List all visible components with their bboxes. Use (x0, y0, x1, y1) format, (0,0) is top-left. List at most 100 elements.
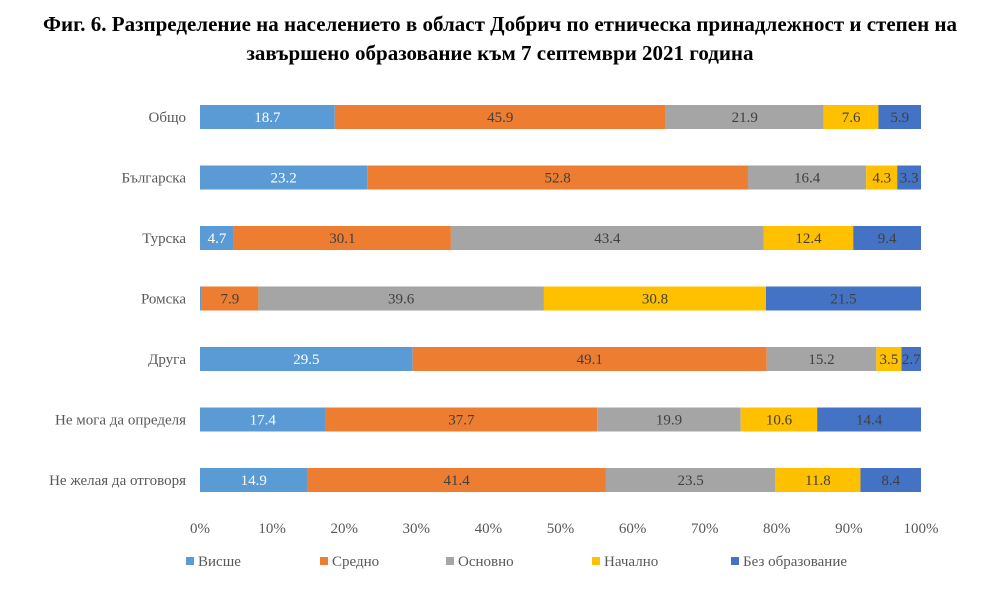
data-label: 45.9 (487, 110, 513, 126)
data-label: 30.8 (642, 292, 668, 308)
data-label: 19.9 (656, 413, 682, 429)
bar-segment-начално (775, 468, 861, 492)
x-tick-label: 20% (330, 521, 358, 537)
bar-segment-висше (200, 226, 234, 250)
bar-segment-основно (605, 468, 776, 492)
legend-label: Висше (198, 554, 241, 570)
data-label: 3.3 (900, 171, 919, 187)
data-label: 9.4 (878, 231, 897, 247)
category-label: Не желая да отговоря (49, 473, 186, 489)
bar-segment-средно (233, 226, 451, 250)
x-tick-label: 70% (691, 521, 719, 537)
category-label: Общо (148, 110, 186, 126)
chart-title: Фиг. 6. Разпределение на населението в о… (0, 10, 1000, 68)
data-label: 3.5 (880, 352, 899, 368)
bar-segment-средно (367, 165, 748, 190)
bar-segment-средно (325, 407, 598, 432)
legend-swatch-начално (592, 557, 600, 565)
data-label: 23.5 (678, 473, 704, 489)
bar-segment-висше (200, 468, 308, 492)
bar-segment-висше (200, 347, 413, 371)
bar-segment-основно (747, 165, 867, 190)
data-label: 41.4 (444, 473, 471, 489)
category-label: Не мога да определя (55, 413, 186, 429)
data-label: 4.7 (208, 231, 227, 247)
x-tick-label: 60% (619, 521, 647, 537)
bar-segment-без-образование (901, 347, 921, 371)
data-label: 30.1 (329, 231, 355, 247)
data-label: 43.4 (594, 231, 621, 247)
data-label: 52.8 (544, 171, 570, 187)
chart-title-line2: завършено образование към 7 септември 20… (246, 41, 754, 65)
legend-label: Средно (332, 554, 379, 570)
legend-label: Основно (458, 554, 514, 570)
x-tick-label: 30% (403, 521, 431, 537)
data-label: 37.7 (448, 413, 475, 429)
data-label: 29.5 (293, 352, 319, 368)
data-label: 21.9 (732, 110, 758, 126)
x-tick-label: 90% (835, 521, 863, 537)
bar-segment-начално (740, 407, 818, 432)
bar-segment-начално (823, 105, 879, 129)
category-label: Българска (121, 171, 186, 187)
x-tick-label: 40% (475, 521, 503, 537)
data-label: 11.8 (805, 473, 831, 489)
bar-segment-без-образование (817, 407, 921, 432)
bar-segment-без-образование (860, 468, 921, 492)
data-label: 14.4 (856, 413, 883, 429)
x-tick-label: 10% (258, 521, 286, 537)
legend-label: Начално (604, 554, 658, 570)
bar-segment-основно (450, 226, 764, 250)
data-label: 17.4 (250, 413, 277, 429)
data-label: 14.9 (241, 473, 267, 489)
bar-segment-висше (200, 286, 202, 311)
data-label: 23.2 (271, 171, 297, 187)
data-label: 2.7 (902, 352, 921, 368)
data-label: 10.6 (766, 413, 793, 429)
legend-swatch-висше (186, 557, 194, 565)
bar-segment-начално (543, 286, 766, 311)
legend-label: Без образование (743, 554, 847, 570)
data-label: 21.5 (830, 292, 856, 308)
data-label: 7.9 (221, 292, 240, 308)
category-label: Ромска (141, 292, 186, 308)
category-label: Друга (148, 352, 186, 368)
x-tick-label: 50% (547, 521, 575, 537)
category-label: Турска (142, 231, 186, 247)
bar-segment-основно (766, 347, 877, 371)
bar-segment-без-образование (853, 226, 921, 250)
data-label: 15.2 (808, 352, 834, 368)
bar-segment-висше (200, 105, 335, 129)
legend-swatch-без-образование (731, 557, 739, 565)
data-label: 12.4 (795, 231, 822, 247)
bar-segment-начално (763, 226, 854, 250)
bar-segment-висше (200, 407, 326, 432)
bar-segment-начално (876, 347, 902, 371)
x-tick-label: 80% (763, 521, 791, 537)
bar-segment-средно (307, 468, 606, 492)
x-tick-label: 100% (904, 521, 939, 537)
data-label: 39.6 (388, 292, 415, 308)
bar-segment-средно (412, 347, 767, 371)
bar-segment-средно (334, 105, 666, 129)
bar-segment-основно (258, 286, 544, 311)
bar-segment-без-образование (878, 105, 921, 129)
x-tick-label: 0% (190, 521, 210, 537)
data-label: 4.3 (872, 171, 891, 187)
data-label: 18.7 (254, 110, 281, 126)
bar-segment-без-образование (765, 286, 921, 311)
bar-segment-средно (201, 286, 259, 311)
data-label: 5.9 (890, 110, 909, 126)
legend-swatch-средно (320, 557, 328, 565)
chart-title-line1: Фиг. 6. Разпределение на населението в о… (42, 12, 958, 36)
data-label: 49.1 (577, 352, 603, 368)
data-label: 7.6 (842, 110, 861, 126)
bar-segment-висше (200, 165, 368, 190)
bar-segment-без-образование (897, 165, 921, 190)
data-label: 8.4 (881, 473, 900, 489)
bar-segment-начално (866, 165, 898, 190)
legend-swatch-основно (446, 557, 454, 565)
data-label: 16.4 (794, 171, 821, 187)
bar-segment-основно (665, 105, 824, 129)
